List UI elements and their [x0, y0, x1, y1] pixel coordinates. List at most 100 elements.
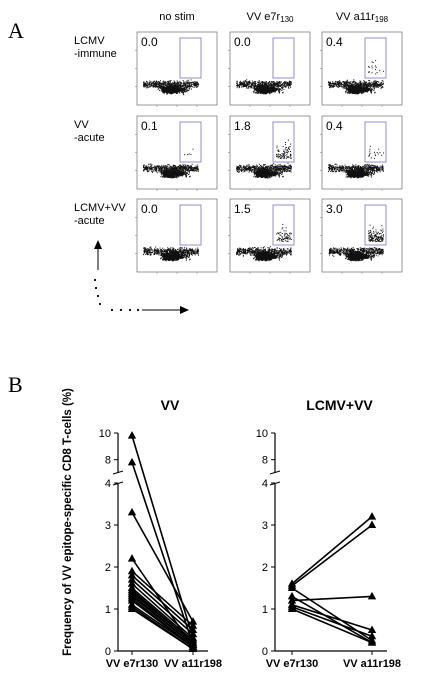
flow-dot [284, 85, 285, 87]
flow-dot [350, 86, 352, 88]
flow-dot [197, 83, 199, 85]
flow-dot [344, 83, 346, 85]
flow-dot [265, 83, 267, 85]
flow-dot [277, 83, 279, 85]
flow-dot [369, 83, 371, 85]
flow-dot [164, 89, 166, 91]
flow-dot [278, 92, 280, 94]
flow-dot [356, 91, 358, 93]
flow-dot [188, 82, 190, 84]
flow-dot [194, 83, 196, 85]
flow-dot [155, 82, 157, 84]
flow-dot [270, 83, 272, 85]
flow-dot [166, 87, 168, 89]
flow-dot [170, 93, 172, 95]
flow-dot [270, 82, 272, 84]
flow-dot [153, 82, 155, 84]
flow-dot [164, 89, 166, 91]
flow-dot [175, 176, 177, 178]
flow-dot [266, 82, 268, 84]
flow-dot [344, 85, 346, 87]
flow-dot [348, 84, 350, 86]
flow-dot [258, 81, 260, 83]
gated-dot [375, 66, 377, 68]
flow-dot [246, 84, 248, 86]
flow-dot [171, 88, 173, 90]
flow-dot [236, 87, 238, 89]
flow-dot [262, 90, 264, 92]
flow-dot [188, 81, 190, 83]
flow-dot [178, 172, 180, 174]
flow-dot [157, 83, 159, 85]
flow-dot [182, 93, 184, 95]
flow-dot [283, 88, 285, 90]
flow-dot [168, 82, 170, 83]
flow-dot [185, 173, 187, 175]
flow-dot [167, 85, 169, 87]
gate-percentage: 0.0 [234, 35, 251, 49]
flow-dot [347, 91, 349, 93]
flow-dot [165, 88, 167, 90]
flow-dot [163, 80, 165, 82]
column-header-subscript: 198 [375, 15, 389, 24]
flow-dot [183, 84, 184, 86]
flow-dot [175, 87, 177, 89]
flow-dot [170, 88, 172, 90]
flow-dot [169, 87, 171, 89]
flow-dot [354, 91, 356, 93]
flow-dot [189, 83, 191, 84]
flow-dot [281, 88, 283, 90]
flow-dot [180, 174, 182, 176]
flow-dot [254, 81, 256, 83]
flow-dot [197, 83, 199, 85]
flow-dot [280, 84, 282, 85]
flow-dot [258, 91, 260, 93]
flow-dot [374, 80, 376, 82]
flow-dot [374, 83, 375, 84]
flow-dot [275, 83, 277, 85]
flow-dot [290, 81, 292, 83]
flow-dot [351, 85, 353, 87]
flow-dot [349, 92, 351, 94]
flow-dot [166, 91, 168, 93]
flow-dot [193, 85, 195, 87]
flow-dot [179, 90, 181, 92]
flow-dot [175, 92, 177, 94]
flow-dot [255, 88, 257, 90]
flow-dot [328, 84, 330, 85]
flow-dot [237, 82, 238, 84]
flow-dot [338, 80, 340, 82]
flow-dot [188, 86, 190, 88]
flow-dot [263, 82, 265, 84]
flow-dot [146, 85, 148, 87]
flow-dot [252, 84, 253, 86]
flow-dot [156, 85, 157, 87]
flow-dot [260, 82, 262, 84]
flow-dot [181, 89, 183, 91]
flow-dot [244, 85, 246, 87]
flow-dot [357, 92, 359, 94]
flow-dot [376, 86, 378, 88]
flow-dot [358, 83, 360, 85]
flow-dot [157, 81, 159, 83]
flow-dot [169, 80, 171, 82]
flow-dot [245, 83, 247, 85]
flow-dot [174, 176, 176, 178]
flow-dot [254, 86, 256, 88]
flow-dot [334, 81, 336, 83]
flow-dot [265, 87, 267, 89]
flow-dot [187, 86, 188, 88]
flow-dot [186, 83, 187, 85]
flow-dot [181, 174, 183, 176]
flow-dot [180, 89, 182, 91]
flow-dot [152, 84, 154, 86]
flow-dot [382, 83, 384, 85]
flow-dot [164, 85, 166, 87]
flow-dot [358, 86, 360, 88]
flow-dot [168, 89, 170, 91]
flow-dot [168, 83, 170, 85]
flow-dot [161, 88, 163, 90]
flow-dot [357, 90, 359, 92]
flow-dot [263, 88, 265, 90]
flow-dot [187, 89, 189, 91]
